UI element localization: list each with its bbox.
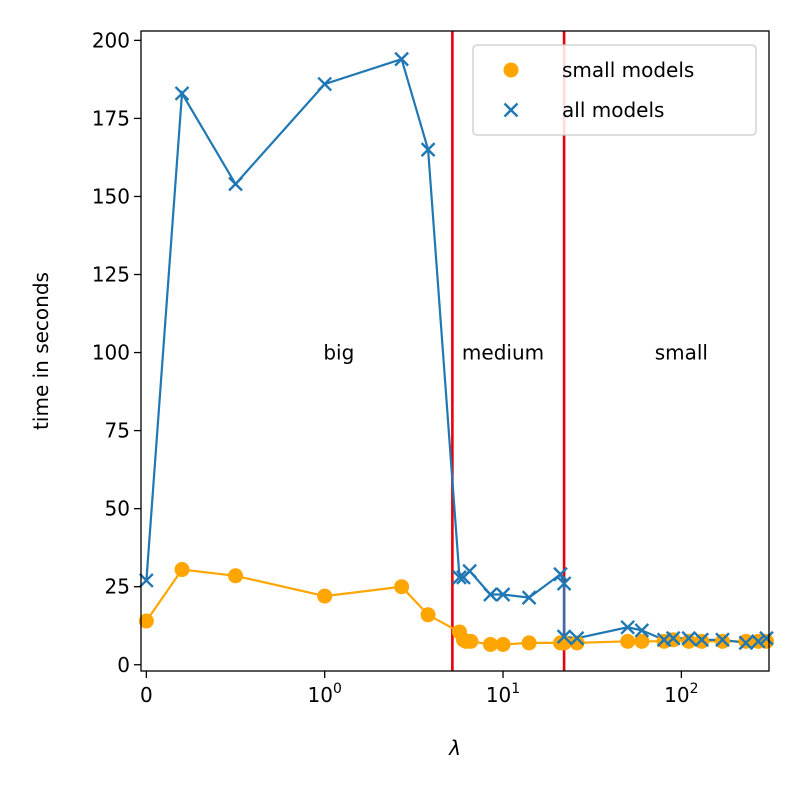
x-tick-label: 102 <box>664 681 698 707</box>
data-point <box>452 569 467 585</box>
y-tick-label: 150 <box>92 184 130 208</box>
data-point <box>174 562 190 578</box>
data-point <box>758 633 774 649</box>
y-axis-label: time in seconds <box>29 272 53 430</box>
legend: small models all models <box>472 44 757 136</box>
data-point <box>228 568 244 584</box>
data-point <box>759 630 774 646</box>
data-point <box>521 635 537 651</box>
data-point <box>521 590 537 605</box>
legend-label: all models <box>562 98 664 122</box>
data-point <box>634 623 650 638</box>
data-point <box>420 142 436 157</box>
data-point <box>556 576 572 591</box>
data-point <box>620 619 636 635</box>
data-point <box>462 563 478 579</box>
data-point <box>495 636 511 652</box>
y-tick-label: 25 <box>105 575 130 599</box>
y-tick-label: 100 <box>92 341 130 365</box>
x-tick-base: 0 <box>140 683 153 707</box>
legend-label: small models <box>562 58 694 82</box>
data-point <box>750 633 766 649</box>
y-tick-label: 50 <box>105 497 130 521</box>
data-point <box>681 630 697 646</box>
threshold-lines <box>451 31 566 671</box>
x-axis: 0 100 101 102 <box>140 671 699 707</box>
data-point <box>495 587 511 602</box>
data-point <box>569 630 585 646</box>
data-point <box>665 630 681 646</box>
data-point <box>139 573 154 588</box>
y-tick-label: 200 <box>92 28 130 52</box>
data-point <box>694 632 710 648</box>
legend-marker-circle <box>503 62 519 78</box>
region-label: big <box>323 341 354 365</box>
data-point <box>482 636 498 652</box>
data-point <box>569 635 585 651</box>
data-point <box>228 176 243 192</box>
data-point <box>394 579 410 595</box>
x-tick-label: 100 <box>308 681 342 707</box>
x-tick-exponent: 1 <box>511 681 520 697</box>
data-point <box>174 86 190 101</box>
data-point <box>634 633 650 649</box>
region-label: medium <box>462 341 544 365</box>
data-point <box>620 633 636 649</box>
x-tick-exponent: 2 <box>690 681 699 697</box>
data-point <box>420 607 436 623</box>
data-point <box>681 633 697 649</box>
y-axis: 0 25 50 75 100 125 150 175 200 <box>92 28 141 677</box>
data-point <box>463 633 479 649</box>
x-axis-label: λ <box>448 736 461 760</box>
data-point <box>738 635 754 651</box>
x-tick-base: 10 <box>486 683 511 707</box>
y-tick-label: 75 <box>105 419 130 443</box>
legend-box <box>472 44 757 136</box>
data-point <box>556 629 572 645</box>
region-labels: big medium small <box>323 341 708 365</box>
legend-marker-x <box>503 102 519 118</box>
y-tick-label: 175 <box>92 106 130 130</box>
series-markers <box>138 51 774 652</box>
x-tick-base: 10 <box>664 683 689 707</box>
y-tick-label: 0 <box>117 653 130 677</box>
x-tick-label: 0 <box>140 683 153 707</box>
data-point <box>317 76 333 92</box>
x-tick-exponent: 0 <box>333 681 342 697</box>
data-point <box>394 51 409 67</box>
data-point <box>715 632 730 648</box>
region-label: small <box>655 341 708 365</box>
data-point <box>138 613 154 629</box>
x-tick-base: 10 <box>308 683 333 707</box>
y-tick-label: 125 <box>92 263 130 287</box>
data-point <box>553 566 568 582</box>
data-point <box>483 587 498 602</box>
plot-frame <box>140 30 770 672</box>
x-tick-label: 101 <box>486 681 520 707</box>
data-point <box>317 588 333 604</box>
